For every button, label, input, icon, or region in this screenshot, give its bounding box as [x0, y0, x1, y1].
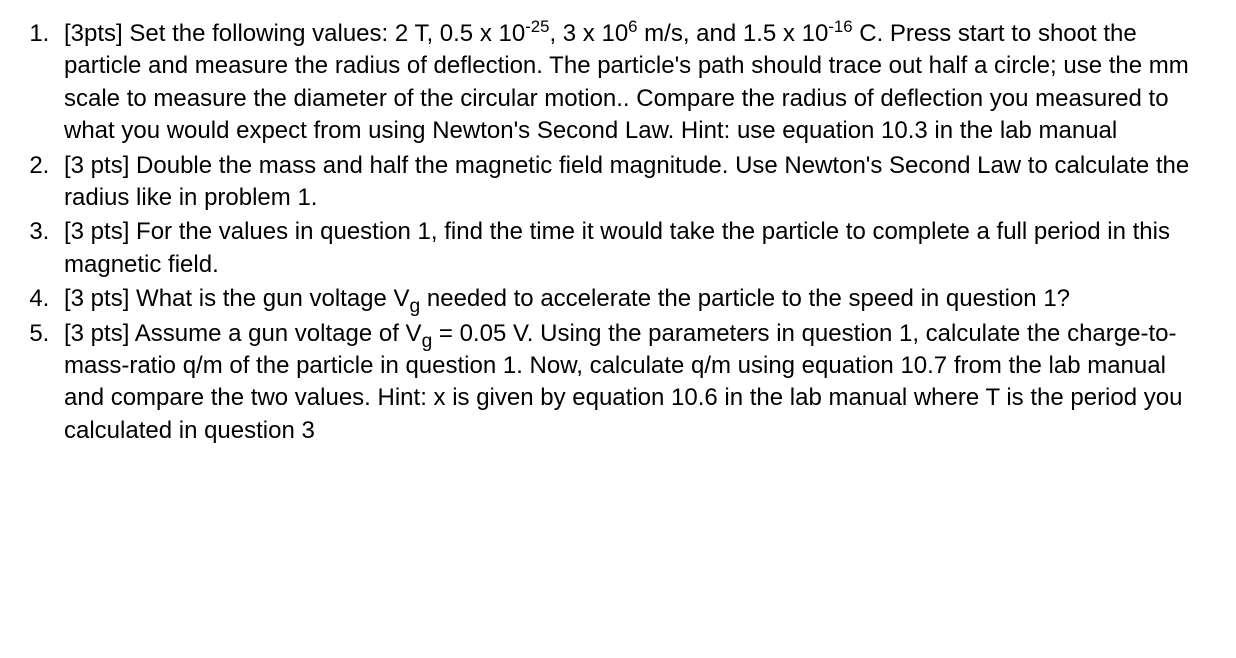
question-body: For the values in question 1, find the t… — [64, 218, 1170, 277]
question-body: What is the gun voltage Vg needed to acc… — [136, 285, 1070, 312]
question-body: Set the following values: 2 T, 0.5 x 10-… — [64, 20, 1189, 144]
question-item: [3 pts] What is the gun voltage Vg neede… — [56, 283, 1212, 315]
points-label: [3 pts] — [64, 285, 136, 312]
question-item: [3 pts] Assume a gun voltage of Vg = 0.0… — [56, 318, 1212, 448]
lab-questions-page: [3pts] Set the following values: 2 T, 0.… — [0, 0, 1236, 467]
points-label: [3pts] — [64, 20, 129, 47]
points-label: [3 pts] — [64, 218, 136, 245]
points-label: [3 pts] — [64, 320, 135, 347]
question-item: [3pts] Set the following values: 2 T, 0.… — [56, 18, 1212, 148]
question-body: Assume a gun voltage of Vg = 0.05 V. Usi… — [64, 320, 1182, 444]
points-label: [3 pts] — [64, 152, 136, 179]
question-item: [3 pts] For the values in question 1, fi… — [56, 216, 1212, 281]
questions-list: [3pts] Set the following values: 2 T, 0.… — [0, 18, 1212, 447]
question-body: Double the mass and half the magnetic fi… — [64, 152, 1189, 211]
question-item: [3 pts] Double the mass and half the mag… — [56, 150, 1212, 215]
